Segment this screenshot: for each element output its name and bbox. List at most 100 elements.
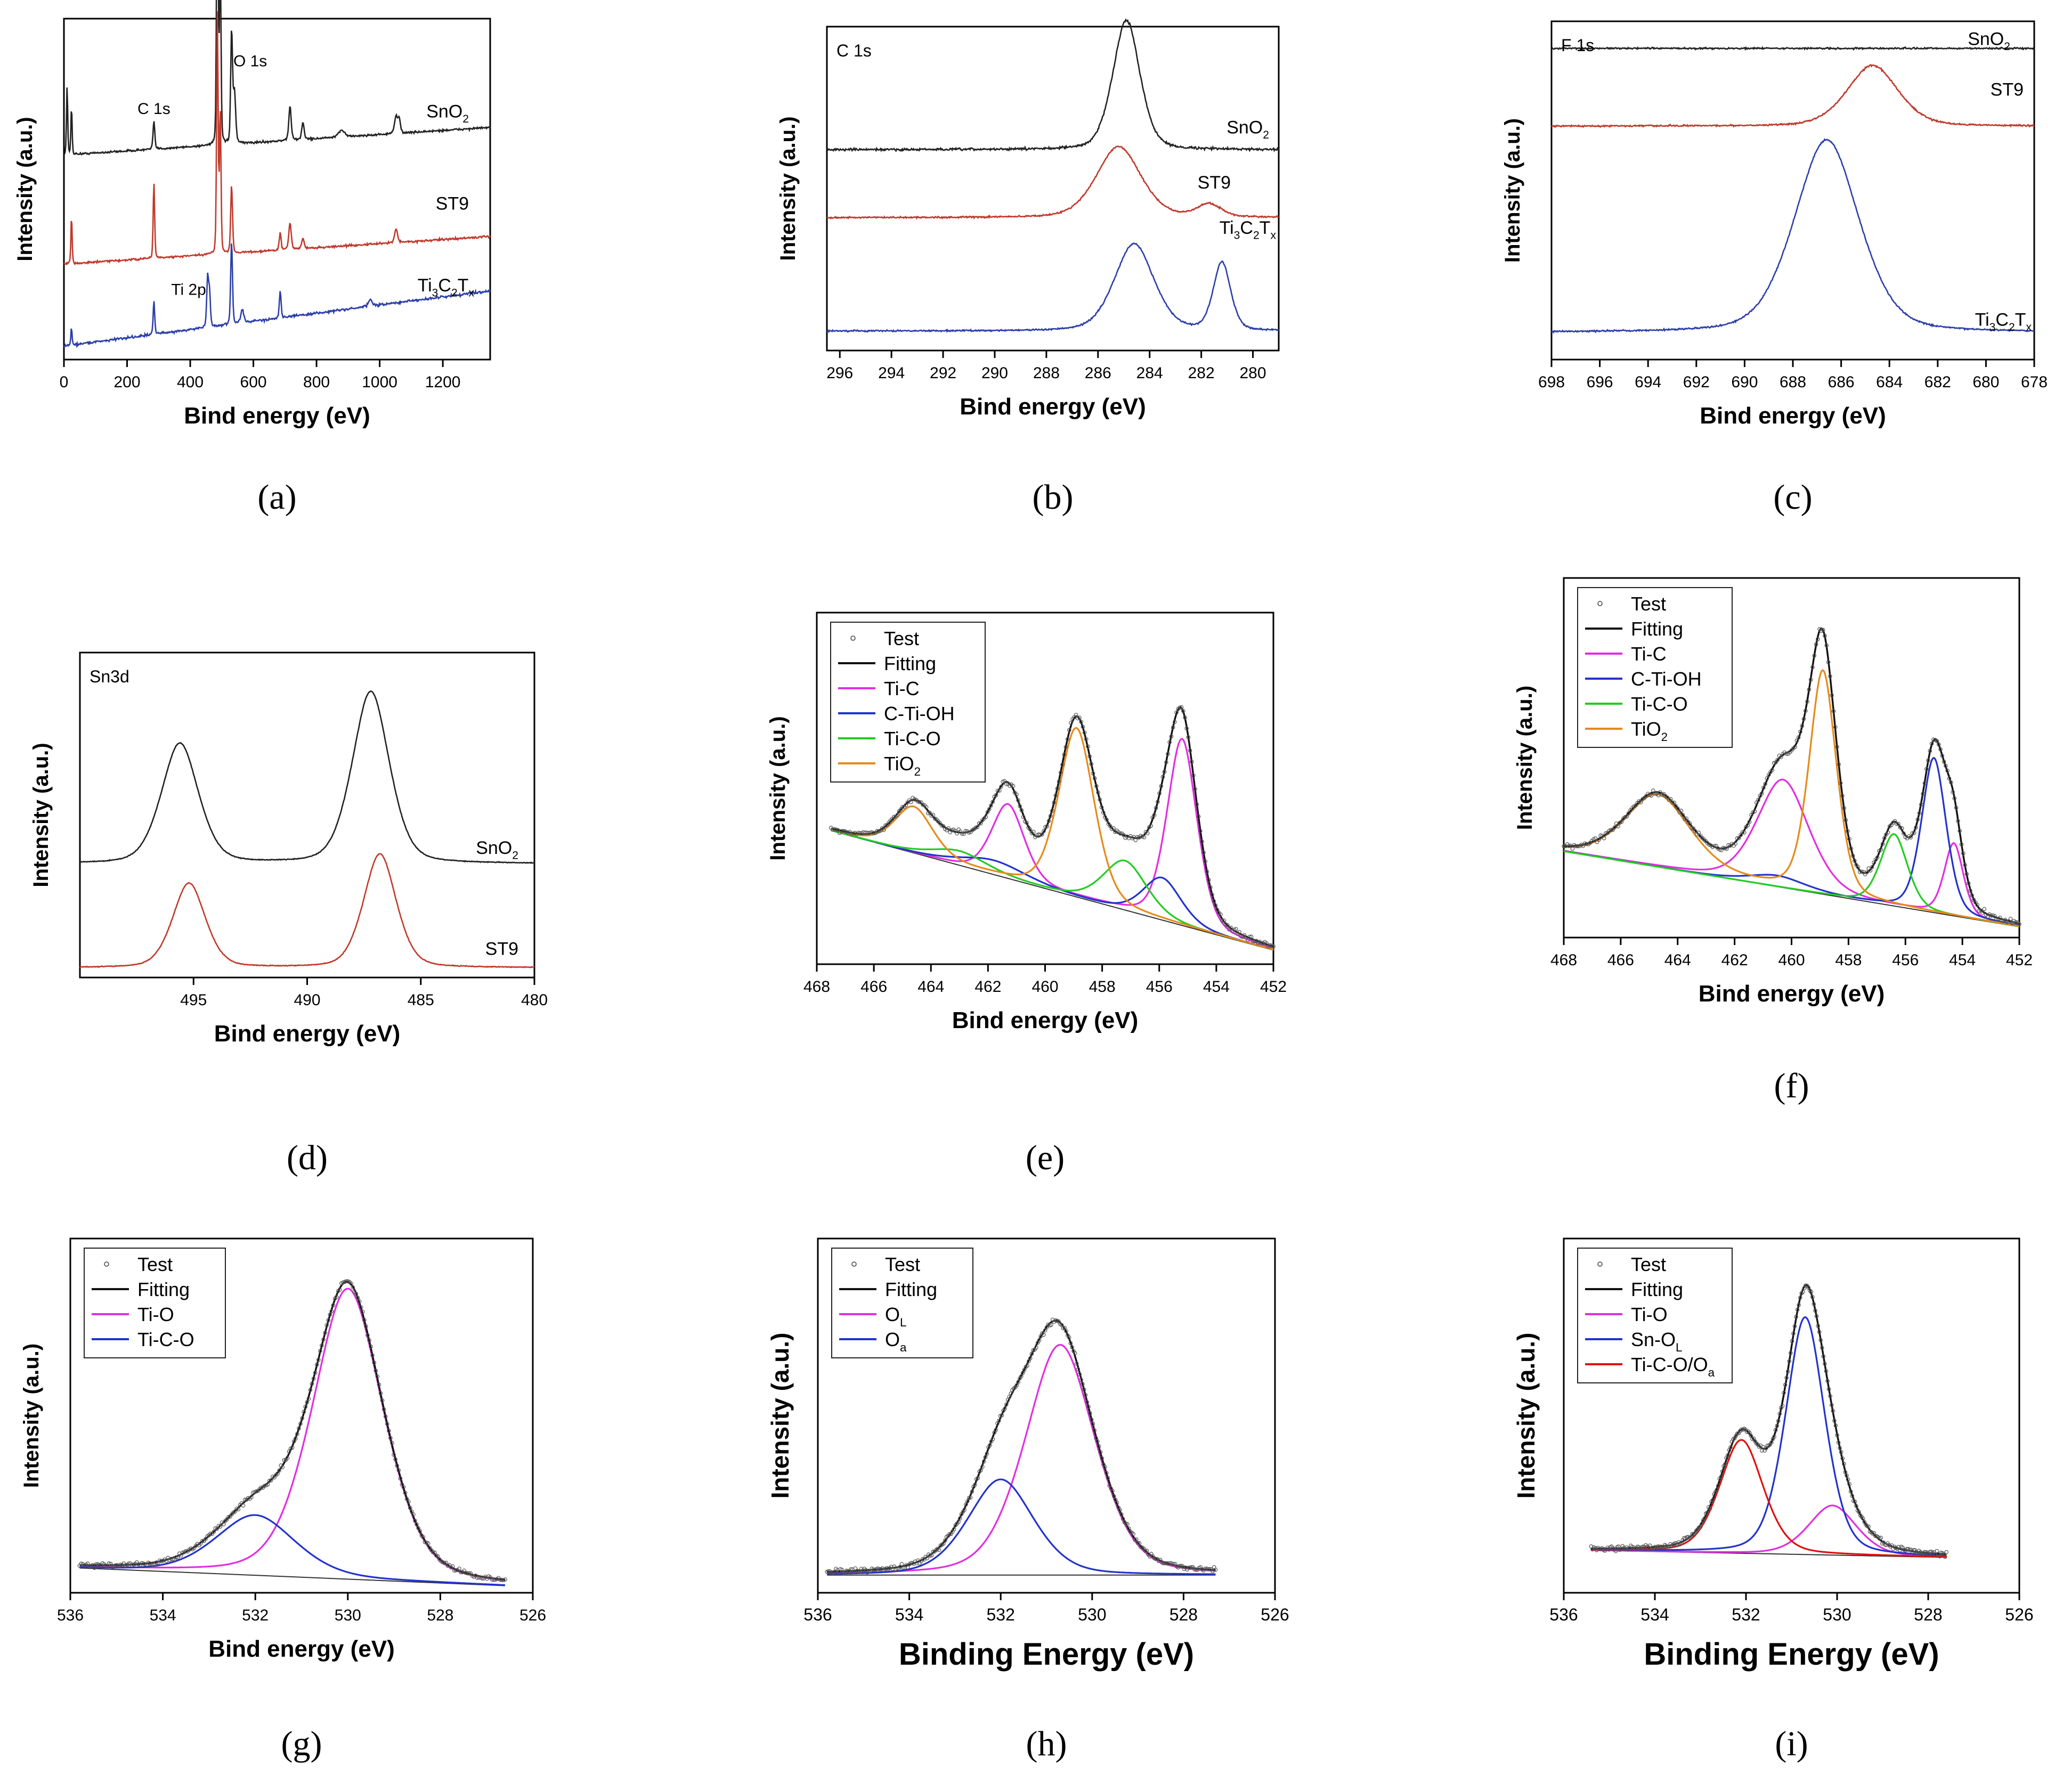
y-axis-label: Intensity (a.u.) (13, 117, 37, 261)
test-point (1850, 1494, 1855, 1498)
test-point (453, 1568, 458, 1573)
test-point (1859, 869, 1864, 874)
test-point (1792, 1324, 1797, 1329)
test-point (1938, 747, 1943, 752)
test-point (373, 1369, 378, 1373)
test-point (1908, 1547, 1913, 1552)
test-point (1084, 737, 1089, 742)
test-point (1744, 825, 1748, 829)
test-point (1020, 1371, 1025, 1375)
test-point (985, 810, 990, 814)
test-point (998, 1414, 1003, 1418)
test-point (1772, 761, 1776, 765)
test-point (1164, 1561, 1168, 1566)
test-point (1043, 825, 1047, 829)
test-point (1798, 1296, 1802, 1300)
test-point (242, 1497, 247, 1502)
test-point (1991, 913, 1995, 918)
x-axis-label: Bind energy (eV) (214, 1021, 401, 1047)
test-point (378, 1391, 383, 1396)
series-line-ST9 (63, 11, 491, 266)
test-point (999, 785, 1003, 789)
test-point (1848, 1489, 1853, 1494)
test-point (1898, 825, 1903, 830)
test-point (95, 1562, 100, 1567)
test-point (1971, 898, 1976, 902)
test-point (841, 829, 845, 833)
component-line-Ti-O (1591, 1504, 1947, 1558)
test-point (1802, 1286, 1807, 1290)
test-point (911, 795, 915, 800)
test-point (990, 800, 995, 804)
test-point (267, 1478, 272, 1483)
test-point (375, 1374, 380, 1379)
test-point (77, 1563, 82, 1568)
test-point (1079, 720, 1083, 724)
x-tick-label: 678 (2021, 373, 2048, 391)
test-point (959, 1512, 964, 1517)
test-point (1081, 724, 1085, 729)
series-line-ST9 (1551, 63, 2034, 128)
panel-d: 495 490 485 480 Bind energy (eV) Intensity (a… (29, 651, 548, 1177)
test-point (1787, 1359, 1792, 1364)
test-point (1233, 927, 1238, 931)
test-point (1810, 1295, 1815, 1299)
test-point (1001, 1408, 1005, 1413)
series-line-SnO2 (826, 18, 1280, 153)
test-point (1133, 1537, 1137, 1542)
test-point (970, 1489, 974, 1494)
test-point (1854, 863, 1858, 867)
test-point (1088, 1411, 1092, 1415)
legend-box (1577, 1248, 1733, 1383)
test-point (1839, 1450, 1843, 1454)
test-point (1800, 723, 1805, 728)
test-point (1171, 725, 1175, 730)
test-point (1707, 1505, 1711, 1510)
test-point (1210, 892, 1214, 897)
test-point (282, 1458, 287, 1462)
test-point (295, 1432, 299, 1436)
test-point (460, 1570, 465, 1575)
panel-caption: (b) (1033, 478, 1074, 517)
test-point (1618, 1547, 1622, 1552)
test-point (985, 1452, 989, 1456)
test-points (829, 705, 1276, 949)
component-line-TiO2 (831, 727, 1274, 951)
test-point (359, 1305, 363, 1309)
panel-caption: (g) (281, 1724, 322, 1763)
x-tick-label: 468 (1550, 951, 1577, 969)
test-point (1012, 791, 1017, 795)
test-point (1966, 881, 1971, 885)
test-point (1615, 1545, 1619, 1550)
test-point (1220, 918, 1225, 923)
test-point (366, 1333, 370, 1338)
test-point (1660, 1544, 1664, 1549)
test-point (1760, 1448, 1764, 1453)
x-tick-label: 0 (60, 373, 69, 391)
test-point (1099, 805, 1104, 810)
component-line-C-Ti-OH (831, 829, 1274, 951)
panel-h: 536 534 532 530 528 526 Binding Energy (eV) Int… (766, 1237, 1289, 1763)
test-point (270, 1475, 275, 1479)
test-point (1261, 941, 1265, 946)
test-point (1070, 1345, 1074, 1349)
test-point (380, 1398, 385, 1403)
x-tick-label: 464 (917, 978, 944, 996)
test-point (914, 797, 919, 802)
test-point (1832, 1419, 1837, 1423)
test-point (1143, 829, 1148, 834)
test-point (1686, 820, 1691, 824)
panel-caption: (f) (1774, 1066, 1809, 1105)
test-point (1994, 917, 1999, 921)
x-tick-label: 534 (1640, 1605, 1669, 1624)
test-point (1091, 771, 1095, 776)
test-point (1804, 708, 1808, 713)
test-point (938, 1543, 943, 1548)
test-point (1042, 829, 1046, 834)
x-tick-label: 536 (57, 1607, 84, 1624)
test-point (367, 1338, 371, 1342)
test-point (1847, 836, 1851, 841)
test-point (1079, 1378, 1083, 1382)
test-point (1838, 781, 1843, 785)
test-point (1147, 825, 1151, 829)
